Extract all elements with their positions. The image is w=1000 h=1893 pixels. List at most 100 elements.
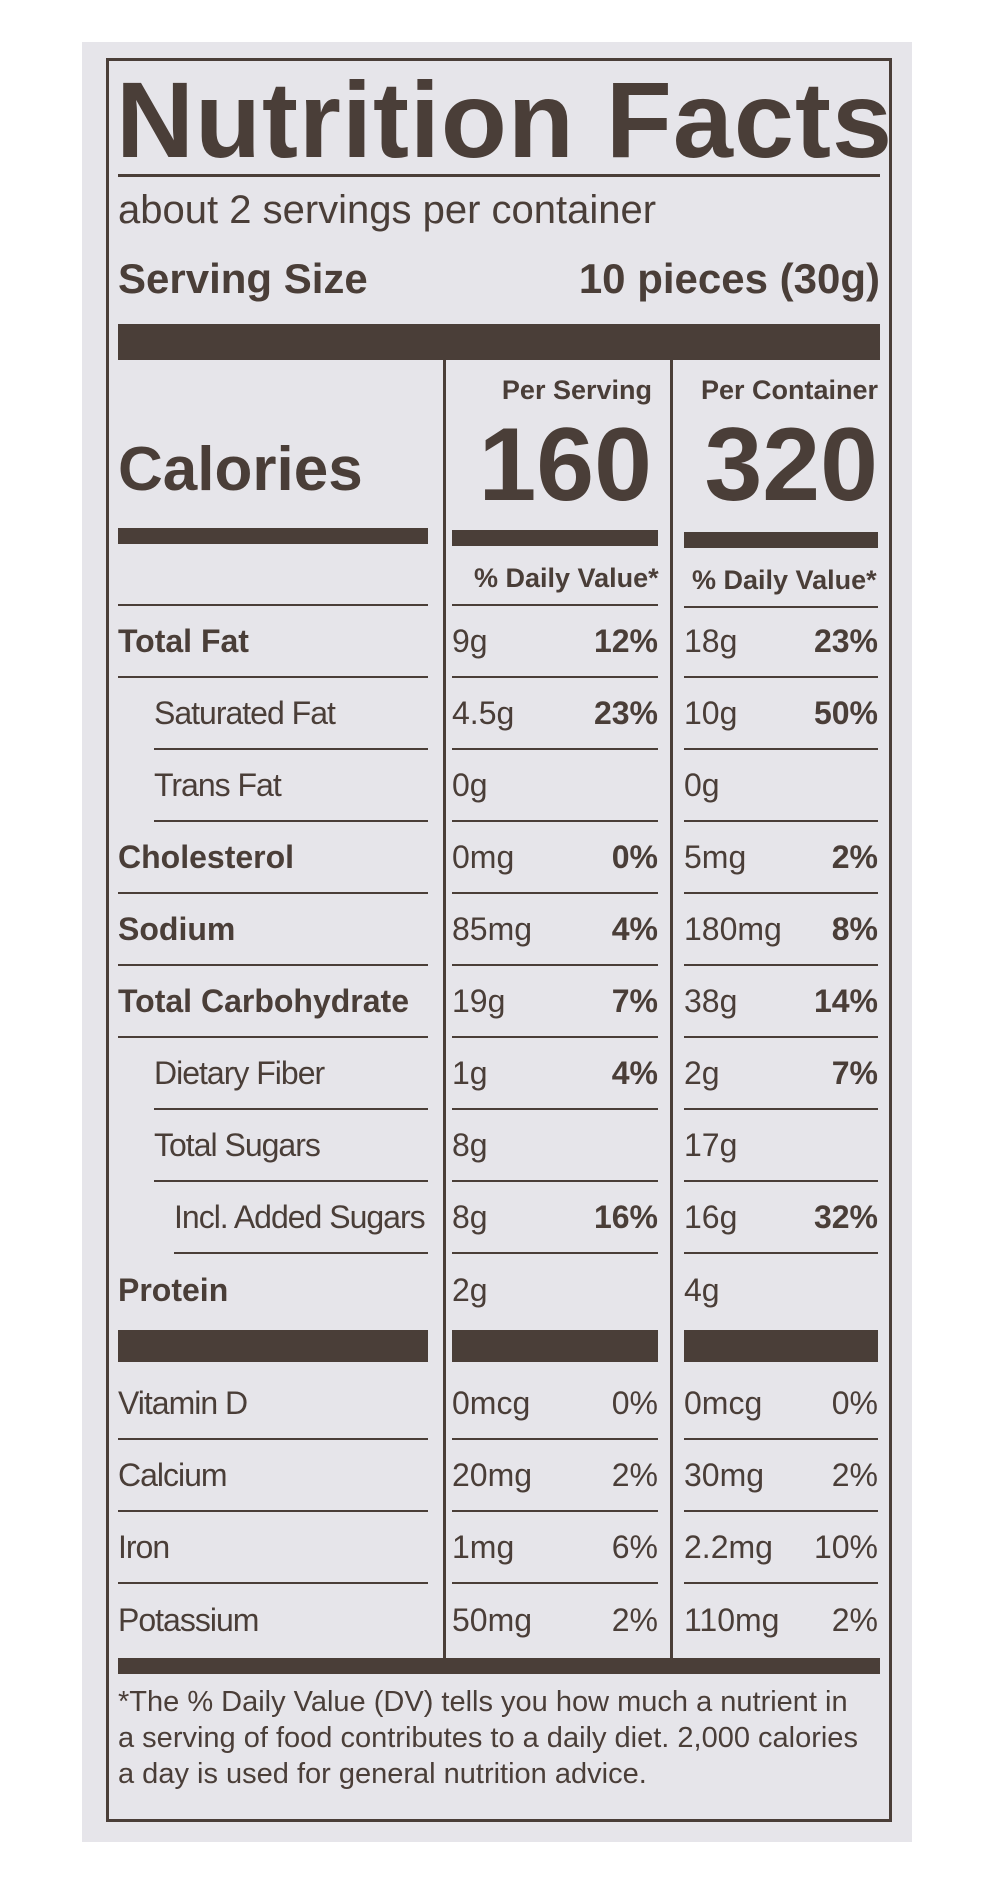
label-title: Nutrition Facts bbox=[116, 59, 894, 180]
thick-divider bbox=[118, 1330, 428, 1362]
daily-value-header: % Daily Value* bbox=[474, 563, 659, 593]
divider bbox=[452, 604, 658, 606]
nutrient-name: Sodium bbox=[118, 894, 428, 966]
calories-per-serving: 160 bbox=[478, 407, 652, 523]
serving-amount: 4.5g bbox=[452, 678, 658, 750]
per-container-header: Per Container bbox=[700, 375, 878, 405]
nutrition-facts-box bbox=[106, 58, 892, 1822]
container-amount-text: 17g bbox=[684, 1126, 738, 1163]
nutrient-name: Vitamin D bbox=[118, 1368, 428, 1440]
nutrient-name: Potassium bbox=[118, 1584, 428, 1656]
container-amount-text: 5mg bbox=[684, 838, 747, 875]
serving-daily-value bbox=[452, 750, 658, 822]
serving-amount: 0mcg bbox=[452, 1368, 658, 1440]
nutrient-name-text: Calcium bbox=[118, 1456, 228, 1493]
container-daily-value-text: 2% bbox=[831, 1456, 878, 1493]
container-amount-text: 18g bbox=[684, 622, 738, 659]
container-daily-value: 2% bbox=[684, 1440, 878, 1512]
container-amount-text: 110mg bbox=[684, 1601, 780, 1638]
serving-amount: 2g bbox=[452, 1254, 658, 1326]
nutrient-name-text: Total Carbohydrate bbox=[118, 982, 409, 1019]
nutrient-row: Protein 2g 4g bbox=[0, 1254, 1000, 1326]
serving-amount-text: 19g bbox=[452, 982, 506, 1019]
servings-per-container: about 2 servings per container bbox=[118, 188, 657, 232]
container-amount-text: 38g bbox=[684, 982, 738, 1019]
serving-daily-value-text: 6% bbox=[611, 1528, 658, 1565]
serving-amount-text: 9g bbox=[452, 622, 488, 659]
nutrient-name: Protein bbox=[118, 1254, 428, 1326]
vitamin-row: Calcium 20mg 2% 30mg 2% bbox=[0, 1440, 1000, 1512]
nutrient-row: Incl. Added Sugars 8g 16% 16g 32% bbox=[0, 1182, 1000, 1254]
container-daily-value: 2% bbox=[684, 822, 878, 894]
serving-daily-value: 0% bbox=[452, 1368, 658, 1440]
container-daily-value: 7% bbox=[684, 1038, 878, 1110]
serving-amount-text: 85mg bbox=[452, 910, 533, 947]
container-daily-value-text: 2% bbox=[831, 1601, 878, 1638]
serving-amount-text: 4.5g bbox=[452, 694, 515, 731]
serving-amount: 8g bbox=[452, 1110, 658, 1182]
nutrient-name-text: Total Sugars bbox=[154, 1126, 321, 1163]
serving-amount: 0mg bbox=[452, 822, 658, 894]
serving-amount-text: 50mg bbox=[452, 1601, 533, 1638]
serving-daily-value: 2% bbox=[452, 1440, 658, 1512]
container-amount: 2.2mg bbox=[684, 1512, 878, 1584]
container-daily-value-text: 50% bbox=[813, 694, 878, 731]
nutrient-name: Calcium bbox=[118, 1440, 428, 1512]
serving-amount-text: 0mcg bbox=[452, 1384, 531, 1421]
container-amount-text: 180mg bbox=[684, 910, 782, 947]
serving-daily-value-text: 23% bbox=[593, 694, 658, 731]
nutrient-name: Total Sugars bbox=[154, 1110, 428, 1182]
nutrient-row: Total Fat 9g 12% 18g 23% bbox=[0, 606, 1000, 678]
container-amount-text: 2.2mg bbox=[684, 1528, 773, 1565]
serving-daily-value-text: 16% bbox=[593, 1198, 658, 1235]
nutrient-row: Cholesterol 0mg 0% 5mg 2% bbox=[0, 822, 1000, 894]
container-amount: 110mg bbox=[684, 1584, 878, 1656]
serving-daily-value: 6% bbox=[452, 1512, 658, 1584]
container-daily-value: 8% bbox=[684, 894, 878, 966]
nutrient-row: Saturated Fat 4.5g 23% 10g 50% bbox=[0, 678, 1000, 750]
calories-label: Calories bbox=[118, 435, 363, 504]
container-daily-value-text: 10% bbox=[813, 1528, 878, 1565]
calories-divider bbox=[452, 530, 658, 546]
container-amount-text: 10g bbox=[684, 694, 738, 731]
nutrient-name: Iron bbox=[118, 1512, 428, 1584]
nutrient-row: Dietary Fiber 1g 4% 2g 7% bbox=[0, 1038, 1000, 1110]
nutrient-name-text: Potassium bbox=[118, 1601, 259, 1638]
serving-daily-value-text: 7% bbox=[611, 982, 658, 1019]
serving-amount-text: 2g bbox=[452, 1271, 488, 1308]
nutrient-name: Saturated Fat bbox=[154, 678, 428, 750]
nutrient-name-text: Vitamin D bbox=[118, 1384, 248, 1421]
container-amount-text: 2g bbox=[684, 1054, 720, 1091]
nutrient-name-text: Iron bbox=[118, 1528, 170, 1565]
container-amount-text: 0mcg bbox=[684, 1384, 763, 1421]
nutrient-row: Total Sugars 8g 17g bbox=[0, 1110, 1000, 1182]
container-amount: 17g bbox=[684, 1110, 878, 1182]
serving-amount: 1mg bbox=[452, 1512, 658, 1584]
serving-amount: 85mg bbox=[452, 894, 658, 966]
container-amount: 18g bbox=[684, 606, 878, 678]
container-daily-value-text: 23% bbox=[813, 622, 878, 659]
container-amount-text: 0g bbox=[684, 766, 720, 803]
container-daily-value: 23% bbox=[684, 606, 878, 678]
container-daily-value-text: 14% bbox=[813, 982, 878, 1019]
container-daily-value-text: 32% bbox=[813, 1198, 878, 1235]
column-divider bbox=[443, 360, 446, 1658]
container-daily-value: 50% bbox=[684, 678, 878, 750]
container-daily-value-text: 7% bbox=[831, 1054, 878, 1091]
thick-divider bbox=[684, 1330, 878, 1362]
serving-daily-value: 4% bbox=[452, 1038, 658, 1110]
nutrient-name: Incl. Added Sugars bbox=[174, 1182, 428, 1254]
container-amount-text: 4g bbox=[684, 1271, 720, 1308]
daily-value-footnote: *The % Daily Value (DV) tells you how mu… bbox=[118, 1686, 858, 1790]
serving-daily-value bbox=[452, 1110, 658, 1182]
nutrient-name-text: Total Fat bbox=[118, 622, 249, 659]
serving-daily-value-text: 2% bbox=[611, 1456, 658, 1493]
container-daily-value: 0% bbox=[684, 1368, 878, 1440]
thick-divider bbox=[118, 1658, 880, 1674]
container-amount-text: 30mg bbox=[684, 1456, 765, 1493]
container-amount: 4g bbox=[684, 1254, 878, 1326]
calories-per-container: 320 bbox=[704, 407, 878, 523]
serving-size-label: Serving Size bbox=[118, 255, 368, 302]
serving-daily-value: 12% bbox=[452, 606, 658, 678]
serving-daily-value-text: 2% bbox=[611, 1601, 658, 1638]
